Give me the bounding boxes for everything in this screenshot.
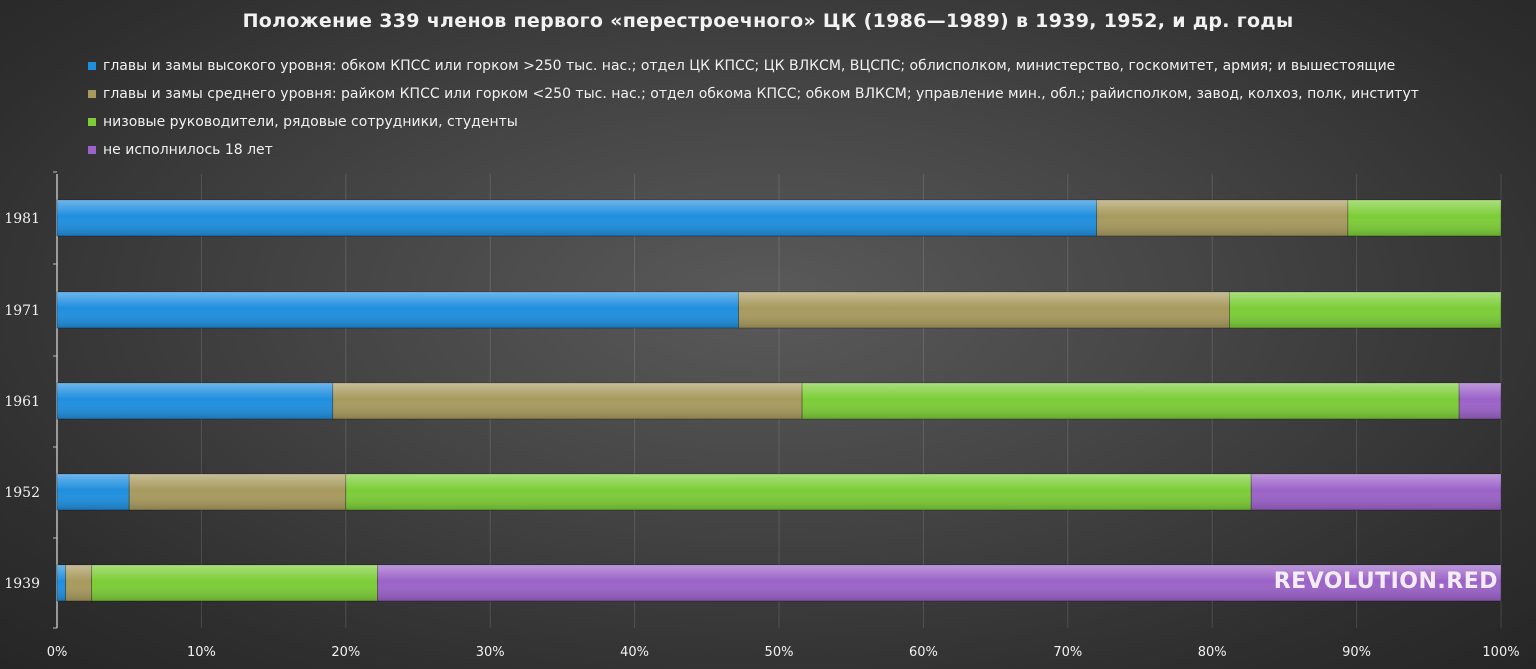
x-tick-label: 50% [765,645,794,660]
bar-segment-shine [345,474,1252,510]
x-tick-label: 40% [620,645,649,660]
legend-label: главы и замы высокого уровня: обком КПСС… [103,58,1396,74]
chart-title: Положение 339 членов первого «перестроеч… [242,10,1294,32]
bar-segment-shine [129,474,346,510]
bar-segment-shine [1229,292,1501,328]
bar-segment-shine [738,292,1230,328]
bar-segment-shine [802,383,1460,419]
bar-segment-shine [1251,474,1501,510]
legend-label: главы и замы среднего уровня: райком КПС… [103,86,1419,102]
legend-item: низовые руководители, рядовые сотрудники… [88,108,1419,136]
watermark-logo: REVOLUTION.RED [1273,569,1498,594]
legend-label: низовые руководители, рядовые сотрудники… [103,114,518,130]
x-tick-label: 90% [1342,645,1371,660]
bar-segment-shine [57,292,739,328]
legend-label: не исполнилось 18 лет [103,142,273,158]
x-tick-label: 70% [1053,645,1082,660]
bar-segment-shine [91,565,378,601]
bar-segment-shine [57,200,1097,236]
bar-segment-shine [1459,383,1501,419]
x-tick-label: 30% [476,645,505,660]
category-label: 1971 [4,303,40,319]
bar-segment-shine [1347,200,1501,236]
legend: главы и замы высокого уровня: обком КПСС… [88,52,1419,164]
legend-swatch-3 [88,146,96,154]
bar-segment-shine [65,565,92,601]
legend-swatch-1 [88,90,96,98]
legend-swatch-0 [88,62,96,70]
bar-segment-shine [57,565,66,601]
bar-segment-shine [332,383,803,419]
legend-swatch-2 [88,118,96,126]
category-label: 1939 [4,576,40,592]
legend-item: главы и замы среднего уровня: райком КПС… [88,80,1419,108]
category-label: 1981 [4,211,40,227]
x-tick-label: 0% [47,645,68,660]
x-tick-label: 60% [909,645,938,660]
x-tick-label: 80% [1198,645,1227,660]
legend-item: не исполнилось 18 лет [88,136,1419,164]
x-tick-label: 100% [1482,645,1519,660]
x-tick-label: 10% [187,645,216,660]
bar-segment-shine [57,474,130,510]
bar-segment-shine [1096,200,1348,236]
category-label: 1952 [4,485,40,501]
bar-segment-shine [377,565,1501,601]
legend-item: главы и замы высокого уровня: обком КПСС… [88,52,1419,80]
bar-segment-shine [57,383,333,419]
x-tick-label: 20% [331,645,360,660]
category-label: 1961 [4,394,40,410]
